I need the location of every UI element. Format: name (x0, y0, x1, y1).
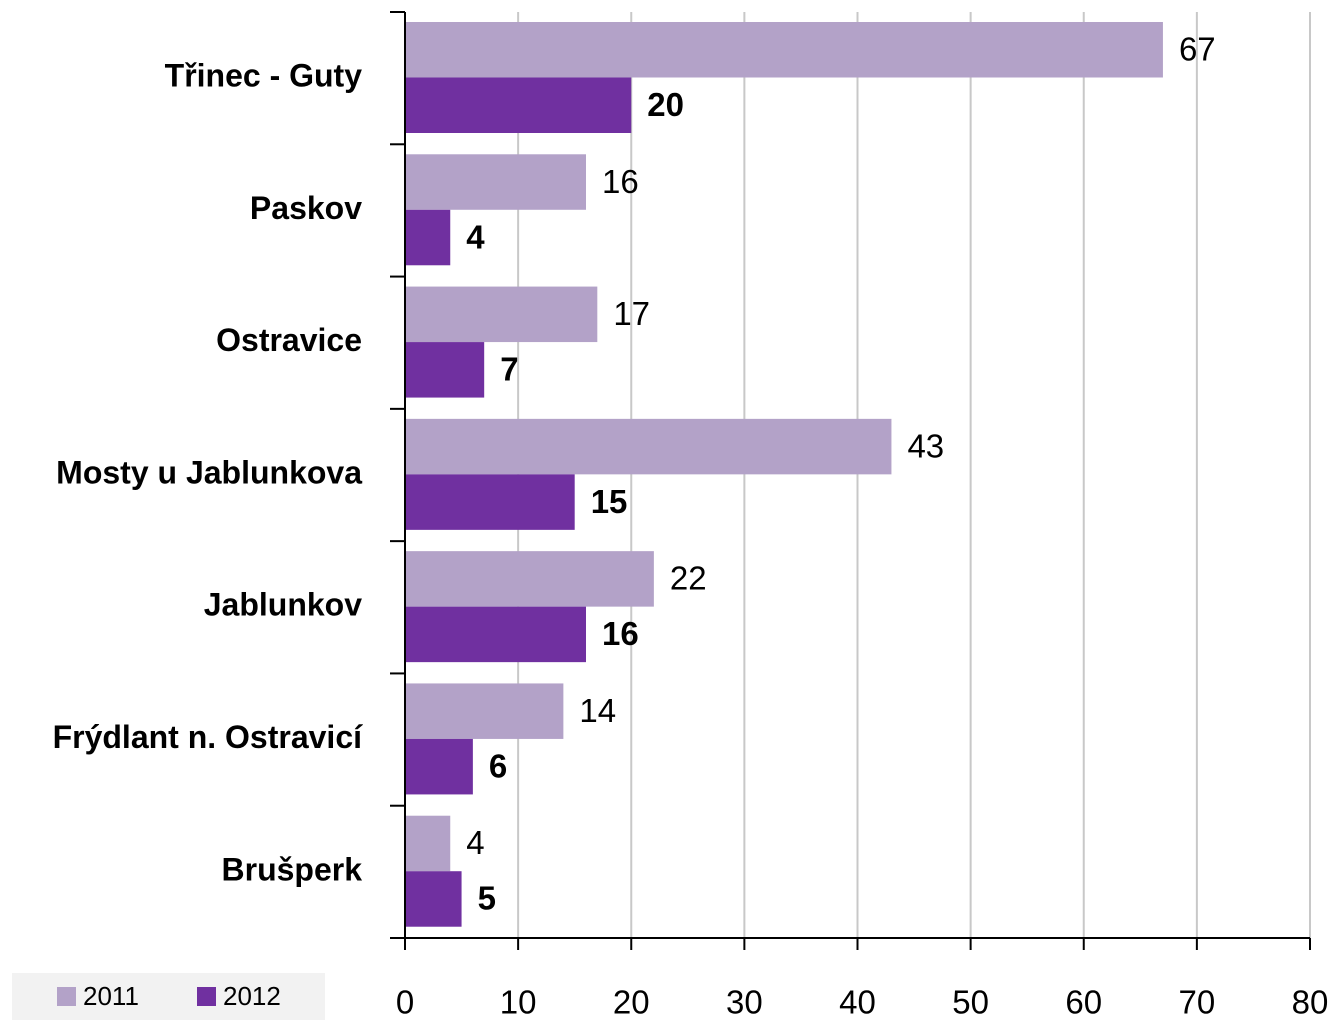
x-tick-label: 0 (396, 984, 414, 1021)
x-tick-label: 50 (952, 984, 989, 1021)
bar (405, 342, 485, 398)
data-label: 43 (907, 427, 944, 464)
x-tick-label: 10 (500, 984, 537, 1021)
bar (405, 606, 586, 663)
bar (405, 418, 892, 475)
data-label: 67 (1179, 30, 1216, 67)
legend-label: 2012 (223, 981, 281, 1011)
bar (405, 683, 564, 739)
legend-label: 2011 (83, 981, 139, 1011)
x-tick-label: 30 (726, 984, 763, 1021)
category-label: Jablunkov (204, 587, 362, 623)
bar (405, 154, 586, 210)
legend-swatch (197, 987, 216, 1006)
bar (405, 815, 451, 872)
legend-swatch (57, 987, 76, 1006)
x-tick-label: 60 (1065, 984, 1102, 1021)
data-label: 20 (647, 86, 684, 123)
category-label: Brušperk (222, 851, 363, 887)
bar (405, 871, 462, 927)
data-label: 6 (489, 747, 507, 784)
category-label: Mosty u Jablunkova (56, 454, 362, 490)
category-label: Třinec - Guty (165, 58, 363, 94)
data-label: 17 (613, 295, 650, 332)
data-label: 16 (602, 163, 639, 200)
bar (405, 77, 632, 133)
bar (405, 738, 473, 795)
category-label: Paskov (250, 190, 362, 226)
data-label: 4 (466, 218, 485, 255)
x-tick-label: 70 (1179, 984, 1216, 1021)
data-label: 14 (579, 692, 616, 729)
data-label: 4 (466, 824, 484, 861)
x-tick-label: 80 (1292, 984, 1329, 1021)
data-label: 5 (478, 880, 496, 917)
data-label: 15 (591, 483, 628, 520)
category-label: Ostravice (216, 322, 362, 358)
bar (405, 22, 1163, 78)
bar (405, 551, 654, 607)
category-label: Frýdlant n. Ostravicí (53, 719, 364, 755)
x-tick-label: 40 (839, 984, 876, 1021)
x-tick-label: 20 (613, 984, 650, 1021)
bar (405, 474, 575, 530)
bar (405, 286, 598, 343)
bar (405, 209, 451, 266)
data-label: 16 (602, 615, 639, 652)
data-label: 7 (500, 351, 518, 388)
data-label: 22 (670, 560, 707, 597)
